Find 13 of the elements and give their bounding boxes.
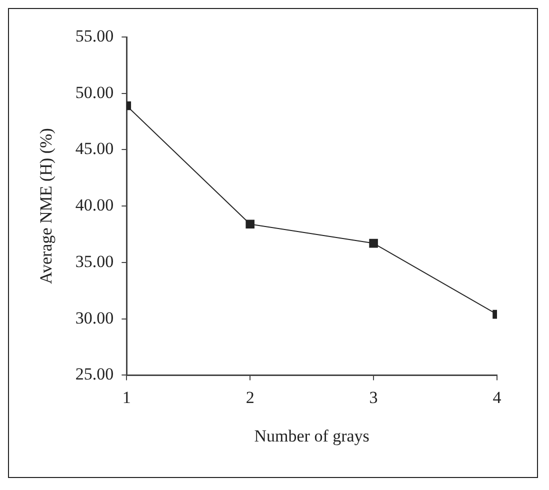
y-tick-label: 25.00 [75, 364, 114, 384]
y-tick-label: 45.00 [75, 139, 114, 158]
y-axis-title: Average NME (H) (%) [36, 128, 56, 284]
x-tick-label: 4 [492, 388, 502, 407]
y-tick-label: 50.00 [75, 82, 114, 102]
x-tick-label: 3 [369, 388, 378, 407]
x-tick-label: 2 [246, 388, 254, 407]
y-tick-label: 55.00 [75, 26, 114, 46]
y-tick-label: 35.00 [75, 252, 114, 271]
x-axis-title: Number of grays [254, 426, 370, 446]
y-tick-label: 40.00 [75, 196, 114, 215]
x-tick-label: 1 [122, 388, 131, 407]
y-tick-label: 30.00 [75, 308, 114, 328]
